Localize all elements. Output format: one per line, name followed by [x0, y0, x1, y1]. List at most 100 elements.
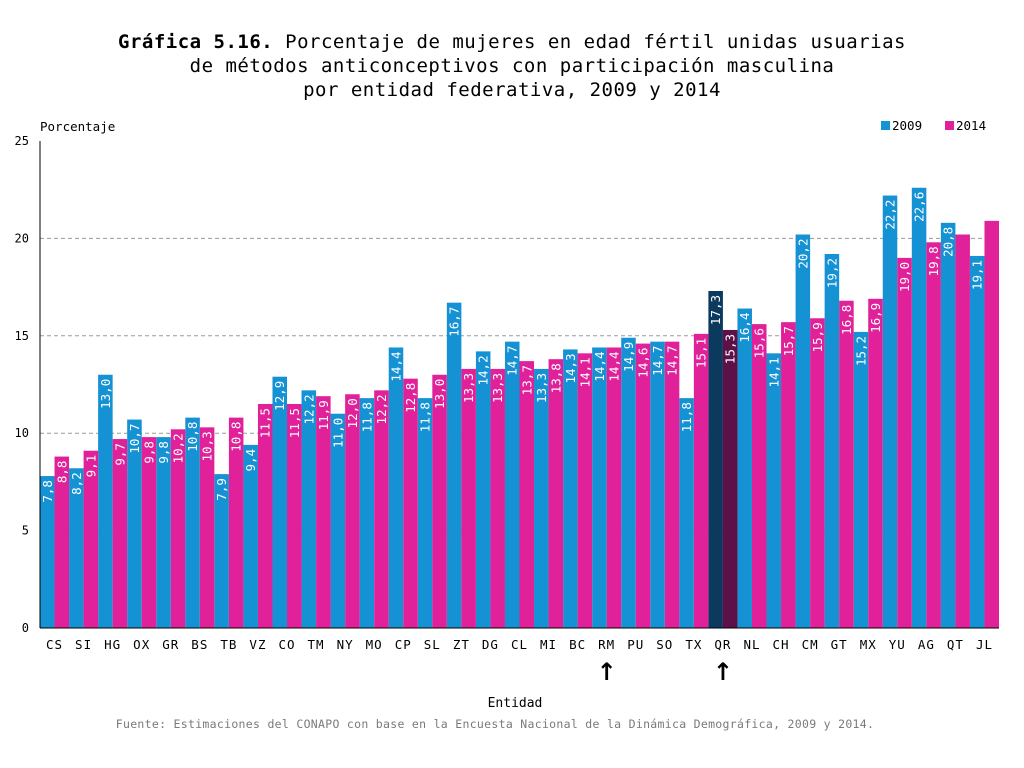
x-tick-label-ZT: ZT [453, 637, 470, 652]
legend-swatch-2014 [945, 121, 954, 130]
x-tick-label-TM: TM [308, 637, 325, 652]
x-tick-label-RM: RM [598, 637, 615, 652]
bar-2009-DG [475, 351, 491, 628]
bar-2014-NL [751, 324, 767, 628]
value-label-2009-MO: 11,8 [359, 402, 374, 432]
x-tick-label-NL: NL [743, 637, 760, 652]
x-tick-label-OX: OX [133, 637, 150, 652]
bar-2014-AG [926, 242, 941, 628]
value-label-2014-SL: 13,0 [432, 379, 447, 409]
bar-2009-HG [98, 374, 113, 628]
value-label-2014-MX: 16,9 [868, 303, 883, 333]
bar-2009-CO [272, 376, 288, 628]
x-tick-label-TB: TB [220, 637, 237, 652]
y-tick-label-20: 20 [15, 231, 29, 245]
value-label-2014-PU: 14,6 [636, 348, 651, 378]
x-tick-label-QR: QR [714, 637, 731, 652]
value-label-2009-PU: 14,9 [621, 342, 636, 372]
bar-2014-GT [839, 300, 854, 628]
value-label-2009-CO: 12,9 [272, 381, 287, 411]
bar-2014-HG [112, 439, 128, 628]
value-label-2009-QT: 20,8 [941, 227, 956, 257]
bar-2009-BC [563, 349, 578, 628]
value-label-2009-JL: 19,1 [970, 260, 985, 290]
value-label-2014-CM: 15,9 [810, 322, 825, 352]
bar-2014-VZ [257, 403, 273, 628]
y-tick-label-0: 0 [22, 621, 29, 635]
bar-2014-OX [141, 437, 157, 628]
bar-2014-CS [54, 456, 70, 628]
bar-2009-TM [301, 390, 317, 628]
bar-2014-SL [432, 374, 447, 628]
x-tick-label-AG: AG [918, 637, 935, 652]
value-label-2014-BS: 10,3 [200, 431, 215, 461]
value-label-2009-DG: 14,2 [476, 355, 491, 385]
value-label-2009-TX: 11,8 [679, 402, 694, 432]
bar-2014-TM [316, 396, 331, 628]
bar-2009-SL [417, 398, 433, 628]
bar-2009-SO [650, 341, 665, 628]
x-tick-label-NY: NY [337, 637, 354, 652]
y-axis-label: Porcentaje [40, 119, 115, 134]
x-tick-label-DG: DG [482, 637, 499, 652]
value-label-2009-OX: 10,7 [127, 424, 142, 454]
value-label-2009-TM: 12,2 [301, 394, 316, 424]
bar-2009-JL [969, 255, 985, 628]
x-tick-label-VZ: VZ [249, 637, 266, 652]
value-label-2014-SI: 9,1 [83, 455, 98, 478]
value-label-2014-AG: 19,8 [926, 246, 941, 276]
bar-2009-CH [766, 353, 782, 628]
x-tick-label-PU: PU [627, 637, 644, 652]
x-tick-label-SI: SI [75, 637, 92, 652]
x-tick-label-MO: MO [366, 637, 383, 652]
value-label-2014-CS: 8,8 [54, 461, 69, 484]
value-label-2009-GR: 9,8 [156, 441, 171, 464]
bar-2014-RM [606, 347, 622, 628]
value-label-2009-SO: 14,7 [650, 346, 665, 376]
bar-2014-CO [287, 403, 302, 628]
x-tick-label-SO: SO [656, 637, 673, 652]
x-tick-label-CL: CL [511, 637, 528, 652]
value-label-2014-CO: 11,5 [287, 408, 302, 438]
value-label-2014-CP: 12,8 [403, 383, 418, 413]
bar-2009-SI [69, 468, 84, 628]
value-label-2009-SL: 11,8 [418, 402, 433, 432]
value-label-2014-MO: 12,2 [374, 394, 389, 424]
y-tick-label-25: 25 [15, 134, 29, 148]
bar-2014-MX [868, 298, 883, 628]
bar-2014-MI [548, 359, 564, 628]
bar-2009-PU [621, 337, 636, 628]
value-label-2009-NL: 16,4 [737, 313, 752, 343]
value-label-2009-CH: 14,1 [766, 357, 781, 387]
bar-2009-NY [330, 413, 346, 628]
value-label-2009-NY: 11,0 [330, 418, 345, 448]
value-label-2014-GR: 10,2 [171, 433, 186, 463]
value-label-2014-VZ: 11,5 [258, 408, 273, 438]
value-label-2009-MI: 13,3 [534, 373, 549, 403]
x-tick-label-CM: CM [802, 637, 819, 652]
x-tick-label-CS: CS [46, 637, 63, 652]
y-tick-label-5: 5 [22, 524, 29, 538]
legend-swatch-2009 [881, 121, 890, 130]
bar-2009-AG [911, 187, 927, 628]
bar-2014-CP [403, 378, 418, 628]
x-tick-label-TX: TX [685, 637, 702, 652]
bar-2009-OX [127, 419, 142, 628]
bar-2009-MO [359, 398, 375, 628]
bar-2014-CL [519, 361, 535, 628]
x-tick-label-CP: CP [395, 637, 412, 652]
value-label-2014-ZT: 13,3 [461, 373, 476, 403]
bar-2014-CH [781, 322, 796, 628]
x-tick-label-QT: QT [947, 637, 964, 652]
value-label-2014-DG: 13,3 [490, 373, 505, 403]
value-label-2014-TM: 11,9 [316, 400, 331, 430]
bar-2009-ZT [446, 302, 462, 628]
x-tick-label-JL: JL [976, 637, 993, 652]
bar-2009-QT [940, 222, 956, 629]
x-tick-label-MI: MI [540, 637, 557, 652]
bar-2014-CM [810, 318, 825, 628]
value-label-2009-QR: 17,3 [708, 295, 723, 325]
bar-2009-CM [795, 234, 811, 628]
value-label-2009-VZ: 9,4 [243, 449, 258, 472]
